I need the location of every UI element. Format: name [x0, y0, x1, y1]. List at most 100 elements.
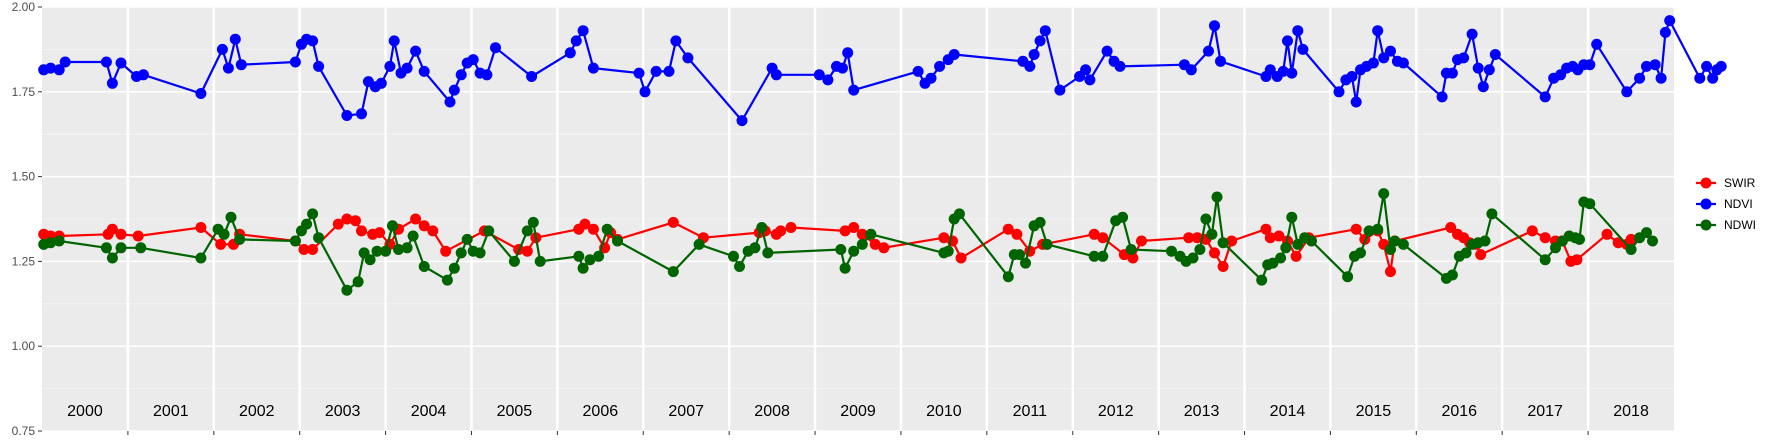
swir-point — [587, 223, 599, 235]
ndvi-point — [235, 59, 247, 71]
ndwi-point — [1088, 250, 1100, 262]
year-label: 2011 — [1013, 403, 1048, 420]
ndvi-point — [1701, 60, 1713, 72]
ndwi-point — [1256, 274, 1268, 286]
swir-point — [195, 222, 207, 233]
ndwi-point — [455, 247, 467, 259]
ndwi-point — [856, 238, 868, 250]
swir-point — [215, 238, 227, 250]
swir-point — [427, 225, 439, 237]
ndwi-point — [1117, 211, 1129, 223]
ndvi-point — [577, 25, 589, 37]
ndvi-point — [925, 72, 937, 84]
ndwi-point — [1584, 198, 1596, 210]
ndvi-point — [356, 108, 367, 120]
ndvi-point — [1483, 64, 1495, 76]
ndvi-point — [1084, 74, 1096, 86]
ndwi-point — [341, 284, 353, 296]
ndvi-point — [1350, 96, 1362, 108]
ndvi-point — [137, 69, 149, 81]
ndwi-point — [387, 220, 398, 232]
ndwi-point — [1125, 244, 1137, 255]
ndvi-point — [229, 33, 241, 45]
ndwi-point — [1275, 252, 1287, 264]
y-tick-label: 1.25 — [12, 254, 36, 268]
swir-point — [785, 222, 797, 233]
swir-point — [1539, 232, 1551, 244]
ndwi-point — [1539, 254, 1551, 266]
ndwi-point — [1034, 216, 1046, 228]
ndvi-point — [100, 56, 112, 68]
ndwi-point — [693, 238, 705, 250]
ndwi-point — [401, 242, 413, 254]
year-label: 2002 — [239, 403, 275, 420]
ndwi-point — [762, 247, 774, 259]
ndwi-point — [307, 208, 319, 220]
swir-point — [418, 220, 430, 232]
year-label: 2008 — [754, 403, 790, 420]
ndwi-point — [593, 250, 605, 262]
ndvi-point — [770, 69, 782, 81]
ndvi-point — [842, 47, 854, 59]
series-ndwi — [38, 188, 1658, 296]
ndwi-point — [865, 228, 877, 240]
swir-point — [1183, 232, 1195, 244]
ndvi-point — [1659, 26, 1671, 38]
ndvi-point — [1397, 57, 1409, 69]
ndwi-point — [527, 216, 539, 228]
ndvi-point — [564, 47, 576, 59]
swir-point — [1445, 222, 1457, 233]
swir-point — [839, 225, 851, 237]
swir-point — [1260, 223, 1272, 235]
legend: SWIR NDVI NDWI — [1696, 176, 1756, 232]
swir-point — [1273, 230, 1285, 242]
ndvi-point — [1649, 59, 1661, 71]
ndwi-point — [1206, 228, 1218, 240]
y-axis: 0.75 1.00 1.25 1.50 1.75 2.00 — [12, 0, 42, 438]
ndwi-point — [612, 235, 623, 247]
ndvi-point — [1264, 64, 1276, 76]
ndwi-point — [1292, 238, 1304, 250]
ndvi-point — [1209, 20, 1220, 32]
ndvi-point — [1277, 65, 1289, 77]
ndvi-point — [307, 35, 319, 47]
legend-label: SWIR — [1724, 176, 1756, 190]
ndvi-point — [1446, 67, 1458, 79]
ndwi-point — [728, 250, 739, 262]
ndvi-point — [1584, 59, 1596, 71]
ndvi-point — [912, 65, 924, 77]
ndwi-point — [1363, 225, 1375, 237]
ndwi-point — [218, 228, 230, 240]
y-tick-label: 1.00 — [12, 339, 36, 353]
year-label: 2012 — [1098, 403, 1134, 420]
swir-point — [374, 227, 386, 239]
series-layer — [38, 15, 1727, 296]
ndwi-point — [584, 254, 596, 266]
ndvi-point — [1436, 91, 1448, 103]
ndwi-point — [1550, 242, 1561, 254]
ndvi-point — [1385, 45, 1396, 57]
ndvi-point — [1185, 64, 1197, 76]
ndwi-point — [441, 274, 453, 286]
ndwi-point — [1166, 245, 1177, 257]
swir-point — [440, 245, 452, 257]
y-tick-label: 0.75 — [12, 424, 36, 438]
ndwi-point — [667, 266, 679, 278]
ndvi-point — [1489, 49, 1501, 60]
swir-point — [848, 222, 860, 233]
ndwi-point — [407, 230, 419, 242]
year-label: 2000 — [67, 403, 103, 420]
ndwi-point — [534, 255, 546, 267]
ndvi-point — [115, 57, 127, 69]
ndwi-point — [734, 261, 745, 272]
ndvi-point — [455, 69, 467, 81]
ndvi-point — [448, 84, 460, 96]
swir-point — [1002, 223, 1014, 235]
ndwi-point — [1389, 235, 1401, 247]
ndwi-point — [953, 208, 965, 220]
ndvi-point — [1282, 35, 1293, 47]
ndvi-point — [1286, 67, 1298, 79]
ndwi-point — [1041, 238, 1053, 250]
ndwi-point — [352, 276, 364, 288]
